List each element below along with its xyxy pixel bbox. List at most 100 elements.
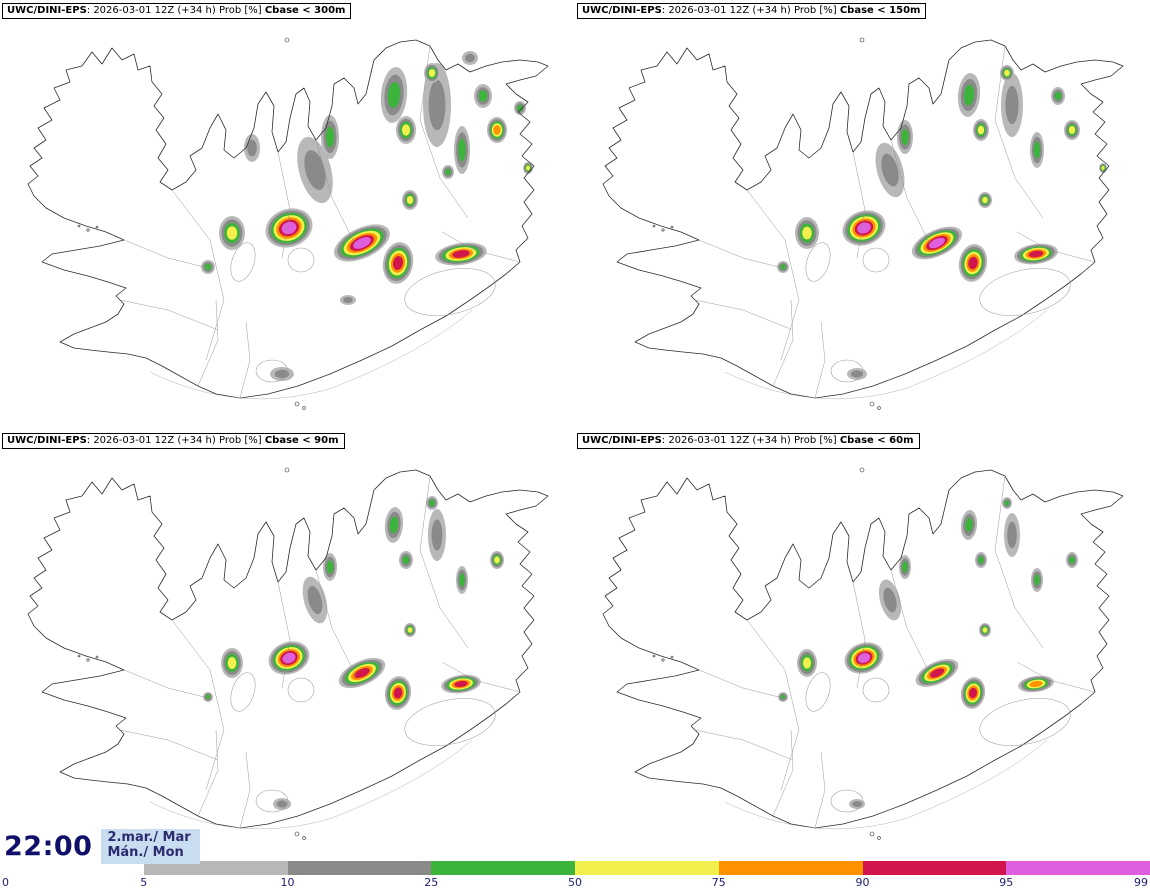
prob-contour bbox=[387, 81, 401, 109]
prob-contour bbox=[431, 519, 443, 551]
prob-contour bbox=[204, 263, 212, 271]
prob-contour bbox=[205, 694, 211, 700]
prob-contour bbox=[1101, 166, 1105, 170]
prob-contour bbox=[982, 627, 988, 633]
prob-contour bbox=[881, 153, 899, 187]
prob-contour bbox=[802, 226, 812, 240]
prob-contour bbox=[353, 237, 371, 249]
prob-contour bbox=[428, 69, 436, 77]
prob-contour bbox=[963, 84, 975, 106]
prob-contour bbox=[977, 125, 985, 135]
prob-contour bbox=[392, 256, 404, 270]
iceland-map bbox=[602, 467, 1124, 840]
prob-contour bbox=[325, 126, 335, 148]
model-name: UWC/DINI-EPS bbox=[7, 435, 87, 446]
legend-tick: 50 bbox=[568, 876, 582, 889]
prob-contour bbox=[902, 561, 908, 573]
prob-contour bbox=[1029, 680, 1043, 688]
prob-contour bbox=[929, 668, 945, 678]
threshold-label: Cbase < 300m bbox=[264, 5, 346, 16]
prob-contour bbox=[406, 196, 414, 204]
run-info: : 2026-03-01 12Z (+34 h) Prob [%] bbox=[661, 435, 840, 446]
legend-tick: 95 bbox=[999, 876, 1014, 889]
map-panel-cbase-60m: UWC/DINI-EPS: 2026-03-01 12Z (+34 h) Pro… bbox=[575, 430, 1150, 860]
legend-tick: 25 bbox=[424, 876, 439, 889]
prob-contour bbox=[459, 573, 465, 587]
iceland-map bbox=[602, 37, 1124, 410]
prob-contour bbox=[307, 585, 323, 615]
prob-contour bbox=[276, 800, 288, 808]
run-info: : 2026-03-01 12Z (+34 h) Prob [%] bbox=[86, 5, 265, 16]
prob-contour bbox=[968, 256, 978, 270]
legend-segment bbox=[0, 861, 144, 875]
valid-date: 2.mar./ Mar Mán./ Mon bbox=[101, 829, 200, 864]
prob-contour bbox=[452, 250, 470, 258]
prob-contour bbox=[803, 657, 811, 669]
prob-contour bbox=[274, 369, 290, 379]
run-info: : 2026-03-01 12Z (+34 h) Prob [%] bbox=[86, 435, 265, 446]
prob-contour bbox=[883, 587, 897, 613]
prob-contour bbox=[857, 222, 871, 234]
prob-contour bbox=[454, 680, 468, 688]
prob-contour bbox=[247, 139, 257, 157]
legend-segment bbox=[718, 861, 863, 875]
threshold-label: Cbase < 150m bbox=[839, 5, 921, 16]
model-name: UWC/DINI-EPS bbox=[582, 435, 662, 446]
legend-tick: 10 bbox=[280, 876, 295, 889]
prob-contour bbox=[326, 560, 334, 574]
legend-segment bbox=[287, 861, 432, 875]
prob-contour bbox=[526, 165, 530, 171]
prob-contour bbox=[929, 237, 945, 249]
prob-contour bbox=[402, 555, 410, 565]
colorbar bbox=[0, 861, 1150, 875]
prob-contour bbox=[458, 138, 466, 162]
prob-contour bbox=[428, 79, 446, 131]
valid-time-block: 22:00 2.mar./ Mar Mán./ Mon bbox=[4, 829, 200, 864]
prob-contour bbox=[281, 221, 297, 235]
threshold-label: Cbase < 90m bbox=[264, 435, 339, 446]
prob-contour bbox=[1034, 574, 1040, 586]
valid-date-line2: Mán./ Mon bbox=[107, 844, 184, 860]
prob-contour bbox=[465, 53, 475, 63]
map-panel-cbase-150m: UWC/DINI-EPS: 2026-03-01 12Z (+34 h) Pro… bbox=[575, 0, 1150, 430]
prob-contour bbox=[852, 801, 862, 807]
prob-contour bbox=[429, 499, 435, 507]
prob-contour bbox=[227, 657, 237, 669]
prob-contour bbox=[1028, 250, 1044, 258]
model-name: UWC/DINI-EPS bbox=[7, 5, 87, 16]
prob-contour bbox=[517, 104, 523, 112]
prob-contour bbox=[1004, 500, 1010, 506]
prob-contour bbox=[1007, 521, 1017, 549]
legend-segment bbox=[143, 861, 288, 875]
prob-contour bbox=[402, 124, 410, 136]
prob-contour bbox=[282, 652, 296, 664]
prob-contour bbox=[343, 297, 353, 303]
iceland-map bbox=[27, 37, 549, 410]
prob-contour bbox=[1033, 141, 1041, 159]
prob-contour bbox=[1054, 91, 1062, 101]
legend-tick: 5 bbox=[140, 876, 148, 889]
prob-contour bbox=[851, 370, 863, 378]
legend-tick: 0 bbox=[2, 876, 9, 889]
map-panel-cbase-300m: UWC/DINI-EPS: 2026-03-01 12Z (+34 h) Pro… bbox=[0, 0, 575, 430]
prob-contour bbox=[857, 653, 871, 663]
prob-contour bbox=[1069, 556, 1075, 564]
prob-contour bbox=[407, 627, 413, 633]
prob-contour bbox=[445, 168, 451, 176]
map-panel-cbase-90m: UWC/DINI-EPS: 2026-03-01 12Z (+34 h) Pro… bbox=[0, 430, 575, 860]
prob-contour bbox=[354, 667, 370, 679]
prob-contour bbox=[1005, 85, 1019, 125]
iceland-map bbox=[27, 467, 549, 840]
legend-tick: 75 bbox=[711, 876, 726, 889]
prob-contour bbox=[478, 90, 488, 102]
prob-contour bbox=[978, 556, 984, 564]
prob-contour bbox=[226, 226, 238, 240]
prob-contour bbox=[1004, 69, 1010, 77]
prob-contour bbox=[1068, 126, 1076, 134]
threshold-label: Cbase < 60m bbox=[839, 435, 914, 446]
prob-contour bbox=[780, 694, 786, 700]
panel-header: UWC/DINI-EPS: 2026-03-01 12Z (+34 h) Pro… bbox=[2, 3, 352, 19]
run-info: : 2026-03-01 12Z (+34 h) Prob [%] bbox=[661, 5, 840, 16]
legend-tick: 99 bbox=[1134, 876, 1148, 889]
